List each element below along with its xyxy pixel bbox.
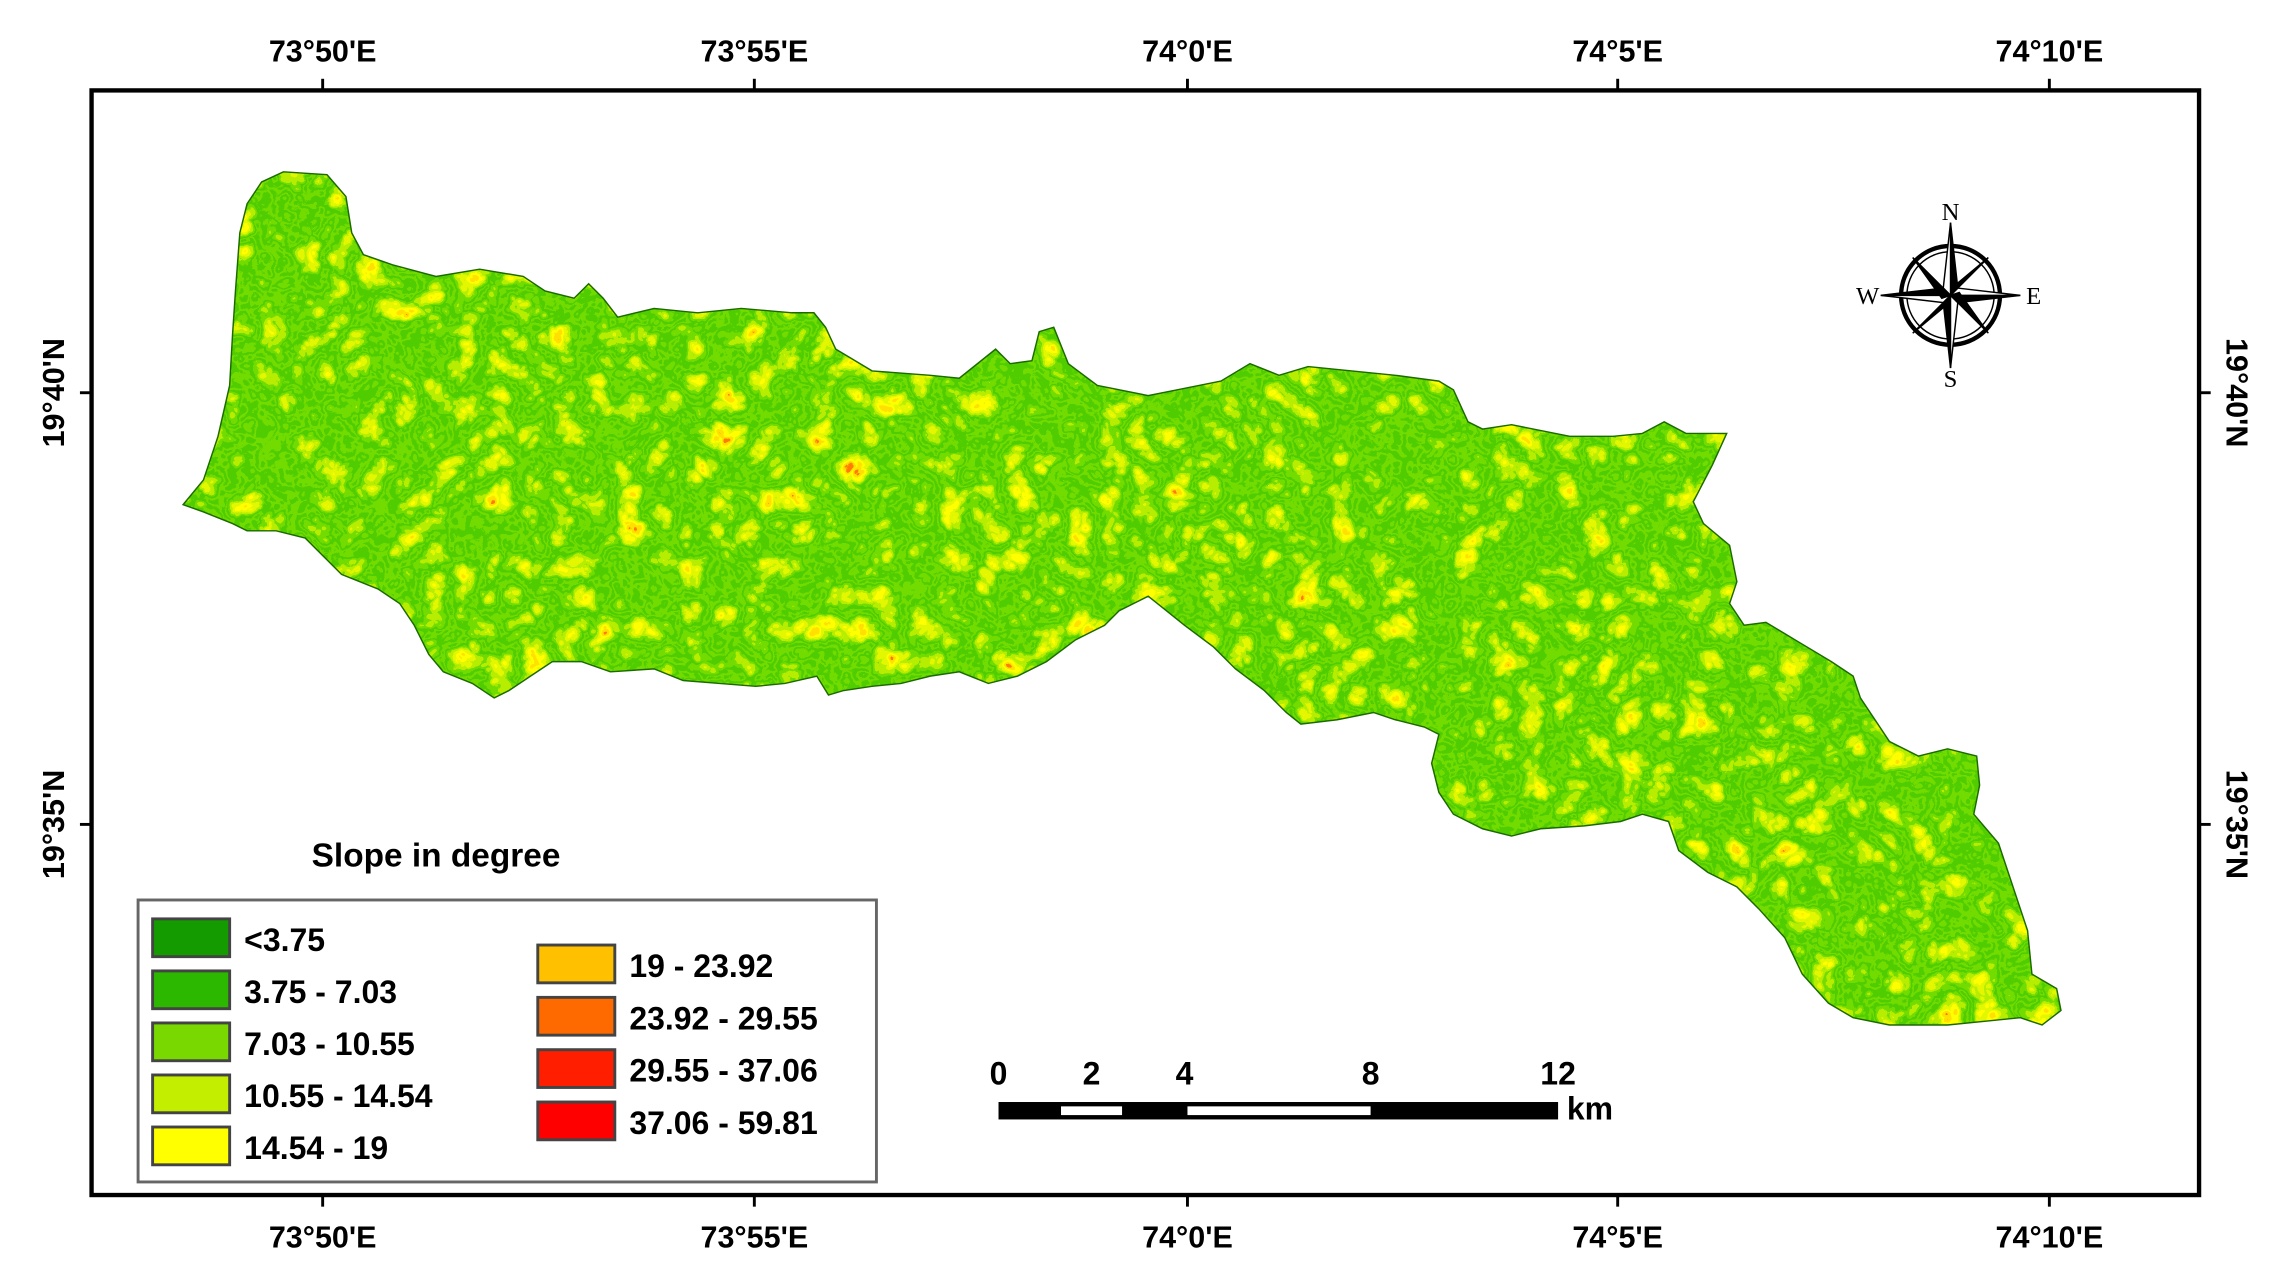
top-lon-label: 73°55'E	[700, 34, 808, 68]
legend-label: 29.55 - 37.06	[629, 1053, 817, 1089]
legend-swatch	[151, 1021, 232, 1063]
compass-e: E	[2026, 283, 2041, 310]
left-lat-label: 19°35'N	[37, 770, 71, 879]
right-lat-label: 19°35'N	[2220, 770, 2254, 879]
bottom-lon-label: 73°55'E	[700, 1220, 808, 1254]
legend-swatch	[536, 1100, 617, 1142]
scale-tick-label: 4	[1176, 1056, 1194, 1092]
scale-tick-label: 2	[1083, 1056, 1101, 1092]
scale-bar: 0 2 4 8 12 km	[990, 1056, 1613, 1127]
legend-swatch	[151, 917, 232, 959]
scale-tick-label: 0	[990, 1056, 1008, 1092]
legend-label: <3.75	[244, 922, 325, 958]
legend-label: 37.06 - 59.81	[629, 1105, 817, 1141]
graticule-ticks	[79, 78, 2211, 1207]
bottom-lon-label: 74°0'E	[1142, 1220, 1233, 1254]
legend-swatch	[536, 1048, 617, 1089]
legend-swatch	[151, 1073, 232, 1115]
scale-unit: km	[1567, 1090, 1613, 1126]
legend-label: 7.03 - 10.55	[244, 1026, 415, 1062]
legend-label: 10.55 - 14.54	[244, 1078, 433, 1114]
bottom-lon-label: 73°50'E	[269, 1220, 377, 1254]
top-lon-label: 74°10'E	[1996, 34, 2104, 68]
legend-swatch	[536, 943, 617, 985]
top-lon-label: 74°0'E	[1142, 34, 1233, 68]
compass-n: N	[1942, 199, 1960, 226]
compass-s: S	[1944, 366, 1958, 393]
legend-label: 3.75 - 7.03	[244, 974, 397, 1010]
legend: <3.75 3.75 - 7.03 7.03 - 10.55 10.55 - 14.5…	[136, 898, 878, 1184]
left-lat-label: 19°40'N	[37, 338, 71, 447]
top-lon-label: 73°50'E	[269, 34, 377, 68]
legend-label: 14.54 - 19	[244, 1130, 388, 1166]
legend-title: Slope in degree	[312, 838, 561, 875]
bottom-lon-label: 74°5'E	[1572, 1220, 1663, 1254]
right-lat-label: 19°40'N	[2220, 338, 2254, 447]
legend-label: 23.92 - 29.55	[629, 1000, 817, 1036]
bottom-lon-label: 74°10'E	[1996, 1220, 2104, 1254]
scale-tick-label: 12	[1540, 1056, 1576, 1092]
legend-swatch	[151, 1125, 232, 1167]
north-arrow-compass-icon: N S E W	[1856, 199, 2041, 393]
scale-tick-label: 8	[1362, 1056, 1380, 1092]
legend-swatch	[151, 969, 232, 1011]
legend-label: 19 - 23.92	[629, 948, 773, 984]
top-lon-label: 74°5'E	[1572, 34, 1663, 68]
compass-w: W	[1856, 283, 1880, 310]
legend-swatch	[536, 995, 617, 1037]
